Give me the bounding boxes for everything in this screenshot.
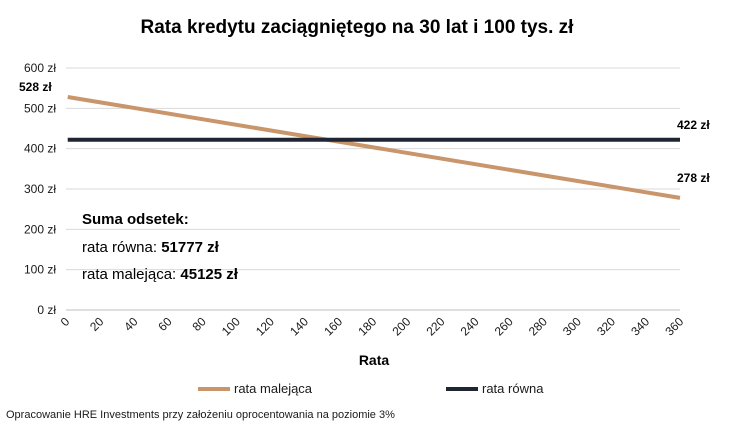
series-line-decreasing: [67, 95, 681, 200]
x-axis: 0 20 40 60 80 100 120 140 160 180 200 220 240 260 280 3…: [58, 314, 687, 338]
x-axis-label: Rata: [359, 352, 390, 368]
x-tick-label: 280: [526, 314, 550, 338]
y-tick-label: 400 zł: [24, 142, 56, 156]
x-tick-label: 240: [458, 314, 482, 338]
x-tick-label: 180: [355, 314, 379, 338]
equal-end-label: 422 zł: [677, 118, 710, 132]
y-tick-label: 0 zł: [37, 303, 56, 317]
x-tick-label: 20: [87, 314, 107, 334]
x-tick-label: 360: [662, 314, 686, 338]
x-tick-label: 60: [155, 314, 175, 334]
y-tick-label: 500 zł: [24, 101, 56, 115]
x-tick-label: 300: [560, 314, 584, 338]
x-tick-label: 320: [594, 314, 618, 338]
x-tick-label: 340: [628, 314, 652, 338]
x-tick-label: 140: [287, 314, 311, 338]
y-tick-label: 300 zł: [24, 182, 56, 196]
decreasing-start-label: 528 zł: [19, 80, 52, 94]
legend: rata malejąca rata równa: [198, 381, 544, 396]
summary-equal: rata równa: 51777 zł: [82, 239, 220, 256]
chart-title: Rata kredytu zaciągniętego na 30 lat i 1…: [141, 17, 575, 38]
decreasing-end-label: 278 zł: [677, 171, 710, 185]
x-tick-label: 200: [389, 314, 413, 338]
y-tick-label: 600 zł: [24, 61, 56, 75]
summary-decreasing-value: 45125 zł: [180, 266, 238, 283]
legend-label-equal: rata równa: [482, 381, 544, 396]
x-tick-label: 120: [253, 314, 277, 338]
interest-summary: Suma odsetek: rata równa: 51777 zł rata …: [82, 211, 239, 283]
x-tick-label: 160: [321, 314, 345, 338]
summary-equal-value: 51777 zł: [161, 239, 219, 256]
y-axis: 0 zł 100 zł 200 zł 300 zł 400 zł 500 zł 600 zł: [24, 61, 56, 317]
summary-decreasing-label: rata malejąca:: [82, 266, 180, 283]
summary-decreasing: rata malejąca: 45125 zł: [82, 266, 239, 283]
series-layer: [67, 95, 681, 200]
legend-label-decreasing: rata malejąca: [234, 381, 313, 396]
x-tick-label: 80: [189, 314, 209, 334]
x-tick-label: 0: [58, 314, 73, 329]
x-tick-label: 260: [492, 314, 516, 338]
y-tick-label: 100 zł: [24, 263, 56, 277]
source-caption: Opracowanie HRE Investments przy założen…: [6, 409, 395, 421]
summary-equal-label: rata równa:: [82, 239, 161, 256]
x-tick-label: 100: [219, 314, 243, 338]
y-tick-label: 200 zł: [24, 222, 56, 236]
x-tick-label: 40: [121, 314, 141, 334]
summary-heading: Suma odsetek:: [82, 211, 189, 228]
x-tick-label: 220: [424, 314, 448, 338]
